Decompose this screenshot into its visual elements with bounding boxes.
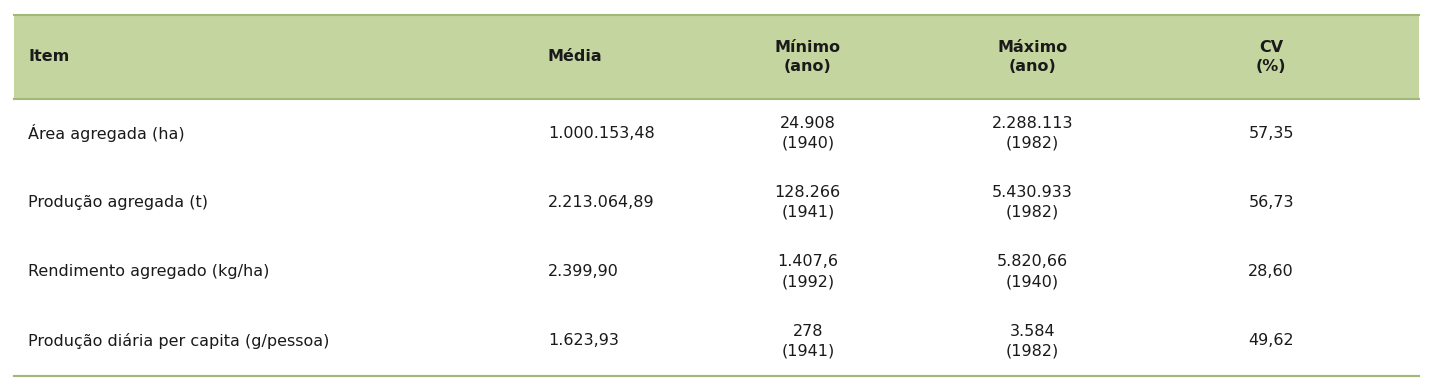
Text: 1.000.153,48: 1.000.153,48: [547, 126, 655, 141]
Bar: [14, 307, 1419, 375]
Text: Produção diária per capita (g/pessoa): Produção diária per capita (g/pessoa): [29, 333, 330, 349]
Text: 5.430.933
(1982): 5.430.933 (1982): [992, 185, 1073, 220]
Text: Área agregada (ha): Área agregada (ha): [29, 124, 185, 142]
Text: Média: Média: [547, 50, 603, 65]
Text: 28,60: 28,60: [1248, 264, 1294, 279]
Text: 2.399,90: 2.399,90: [547, 264, 619, 279]
Text: Item: Item: [29, 50, 70, 65]
Text: 1.407,6
(1992): 1.407,6 (1992): [777, 254, 838, 289]
Text: Mínimo
(ano): Mínimo (ano): [775, 39, 841, 74]
Text: 49,62: 49,62: [1248, 334, 1294, 348]
Text: 1.623,93: 1.623,93: [547, 334, 619, 348]
Bar: [14, 237, 1419, 307]
Text: CV
(%): CV (%): [1255, 39, 1287, 74]
Text: 2.288.113
(1982): 2.288.113 (1982): [992, 116, 1073, 151]
Text: 56,73: 56,73: [1248, 195, 1294, 210]
Text: 57,35: 57,35: [1248, 126, 1294, 141]
Text: 128.266
(1941): 128.266 (1941): [775, 185, 841, 220]
Text: 2.213.064,89: 2.213.064,89: [547, 195, 655, 210]
Text: 5.820,66
(1940): 5.820,66 (1940): [997, 254, 1068, 289]
Text: 24.908
(1940): 24.908 (1940): [780, 116, 835, 151]
Text: Rendimento agregado (kg/ha): Rendimento agregado (kg/ha): [29, 264, 269, 279]
Text: Produção agregada (t): Produção agregada (t): [29, 195, 208, 210]
Bar: [14, 15, 1419, 99]
Bar: [14, 99, 1419, 168]
Text: 278
(1941): 278 (1941): [781, 324, 834, 358]
Text: 3.584
(1982): 3.584 (1982): [1006, 324, 1059, 358]
Text: Máximo
(ano): Máximo (ano): [997, 39, 1068, 74]
Bar: [14, 168, 1419, 237]
